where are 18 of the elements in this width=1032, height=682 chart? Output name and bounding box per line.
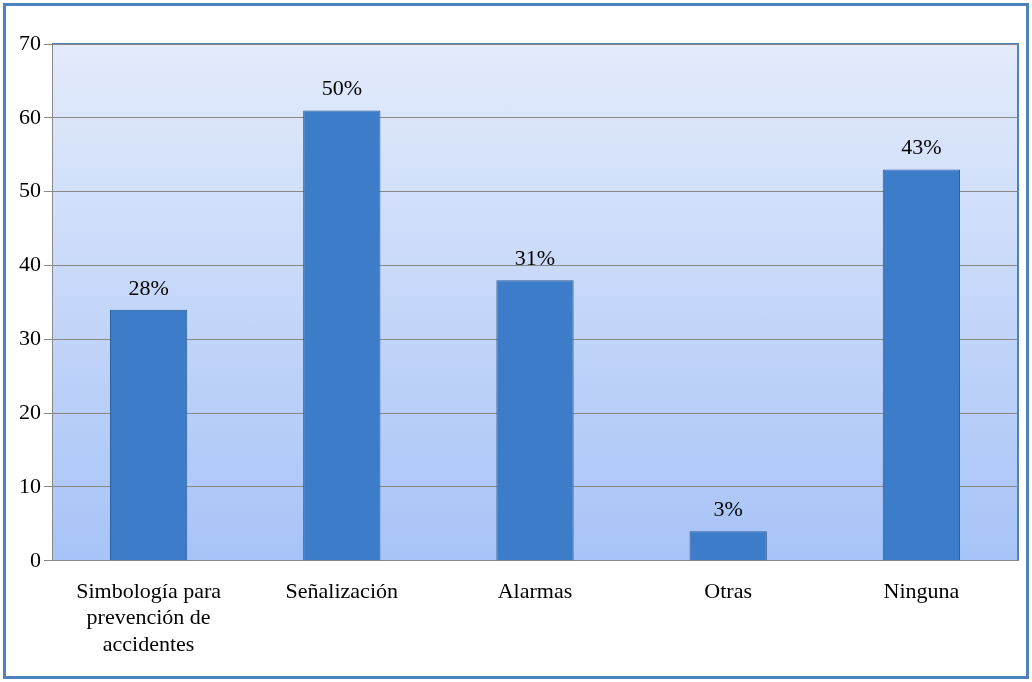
annotation: 31% [514,245,556,271]
y-tick-label: 60 [19,103,41,129]
annotation: 50% [321,75,362,101]
annotation: 28% [128,274,169,300]
annotation: 43% [901,134,942,160]
y-tick-label: 10 [19,472,41,498]
y-tick-label: 30 [19,325,41,351]
x-tick-label: Ninguna [883,577,960,603]
x-tick-label: Alarmas [497,577,573,603]
x-tick-label: Señalización [285,577,398,603]
y-tick-label: 0 [30,546,41,572]
x-tick-label: Otras [704,577,753,603]
y-tick-label: 50 [19,177,41,203]
x-tick-label: Simbología para prevención de accidentes [76,577,222,656]
y-tick-label: 20 [19,398,41,424]
y-tick-label: 40 [19,251,41,277]
y-tick-label: 70 [19,29,41,55]
annotation: 3% [713,496,743,522]
